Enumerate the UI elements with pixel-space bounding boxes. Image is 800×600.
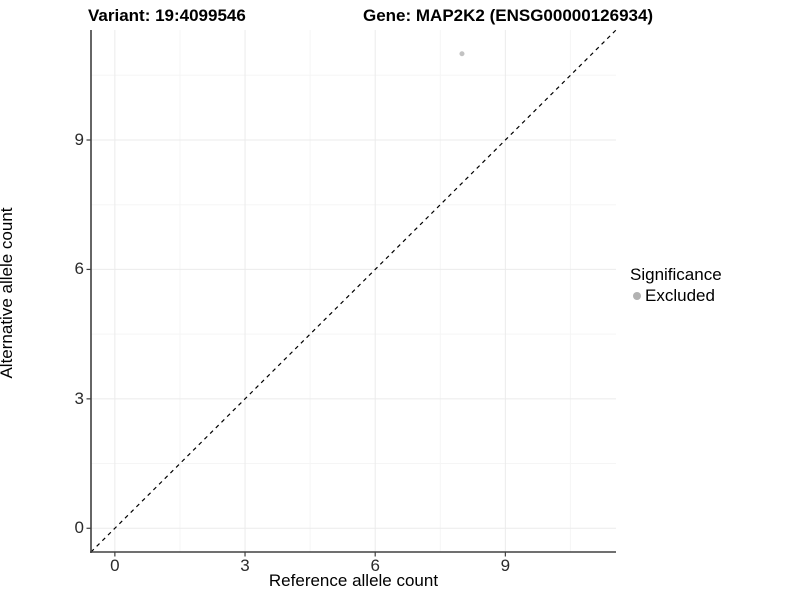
x-tick-label: 6 [370,556,380,575]
circle-icon [633,292,641,300]
variant-title: Variant: 19:4099546 [88,6,246,25]
x-tick-label: 9 [500,556,511,575]
x-tick-label: 3 [240,556,250,575]
data-point [459,51,465,57]
y-tick-label: 6 [74,259,84,279]
y-tick-label: 3 [74,388,84,408]
y-tick-label: 9 [74,130,84,149]
legend-item-excluded: Excluded [630,286,722,306]
legend: Significance Excluded [630,264,722,306]
legend-title: Significance [630,265,722,284]
legend-item-label: Excluded [645,286,715,305]
gene-title: Gene: MAP2K2 (ENSG00000126934) [363,6,654,25]
y-tick-label: 0 [74,518,84,538]
x-axis-title: Reference allele count [268,571,439,590]
y-axis-title: Alternative allele count [0,207,16,379]
x-tick-label: 0 [110,556,120,575]
identity-reference-line [90,29,617,553]
